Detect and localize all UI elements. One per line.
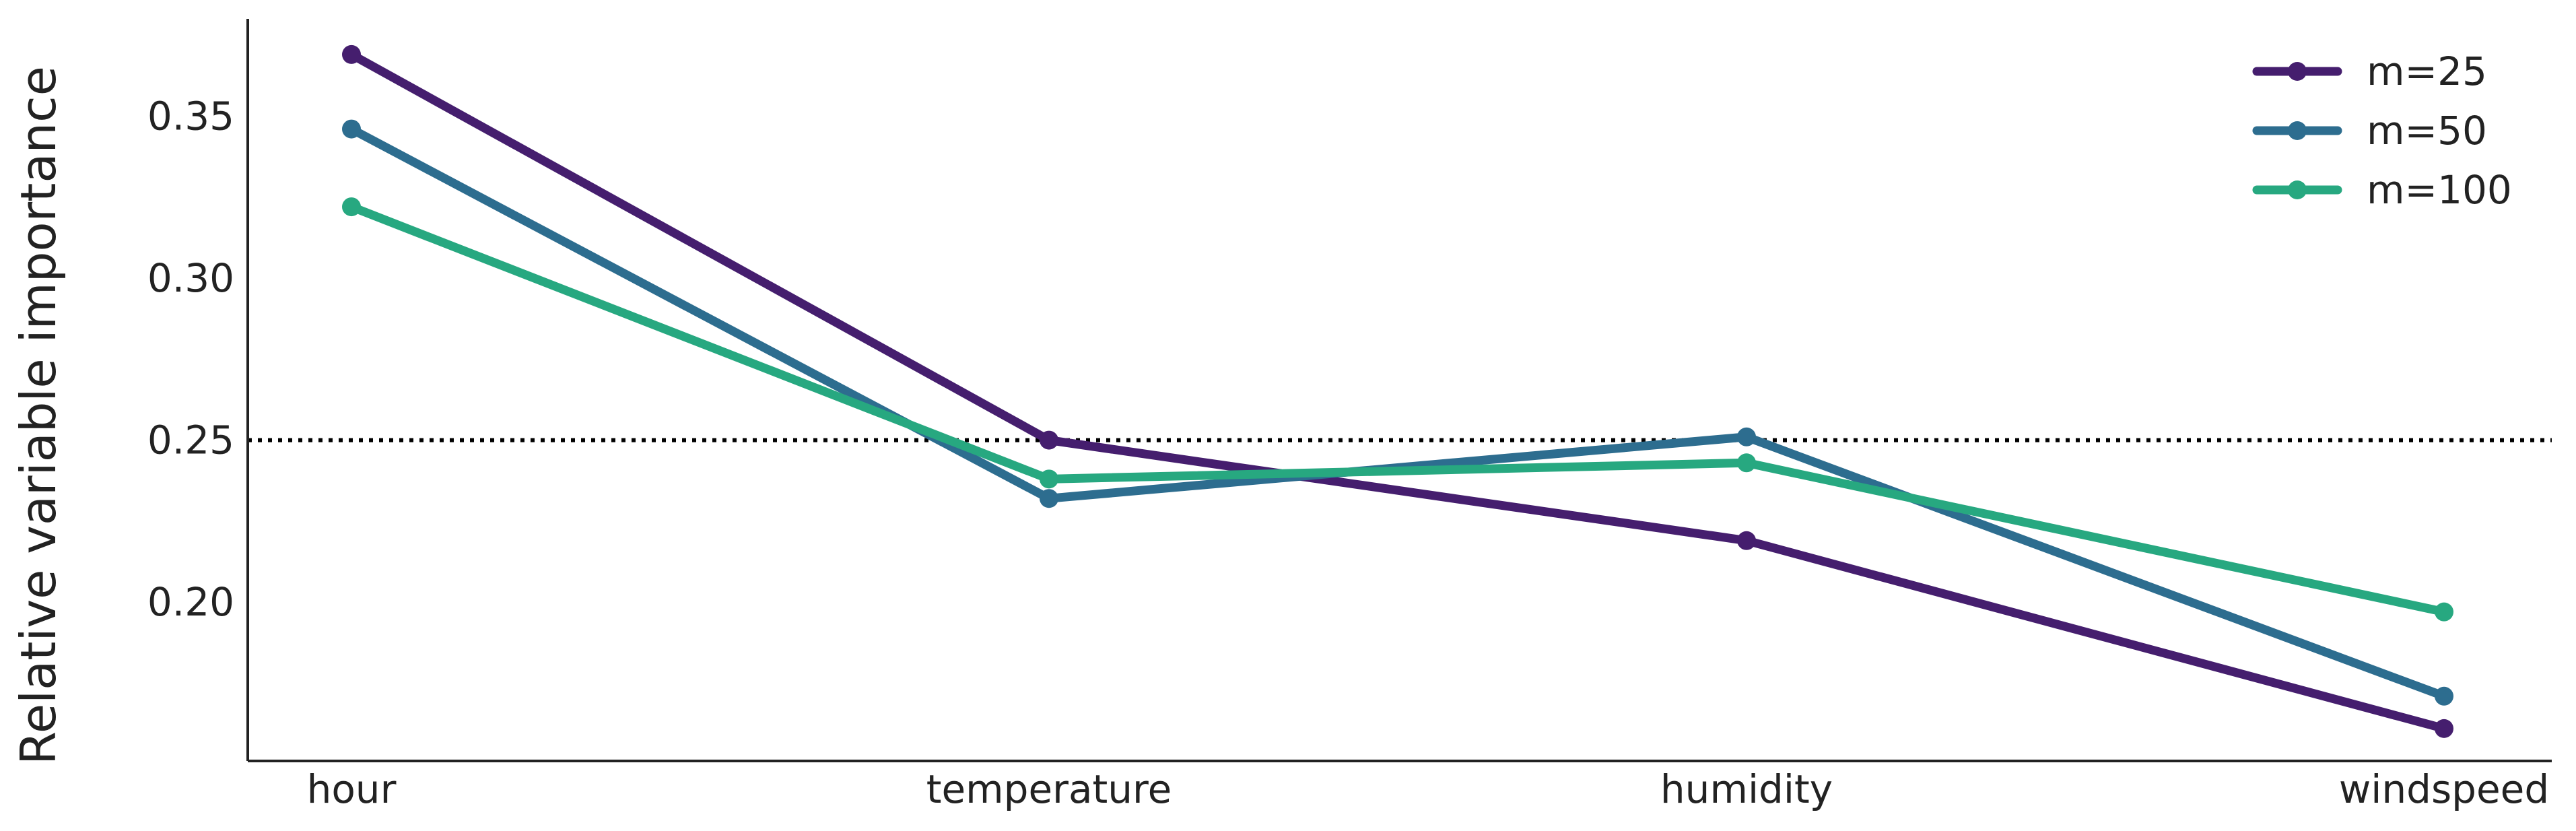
axes-layer [246, 19, 2552, 762]
data-point [2435, 602, 2453, 622]
legend-label: m=25 [2367, 48, 2487, 94]
legend-label: m=100 [2367, 167, 2512, 213]
y-tick-label: 0.30 [147, 255, 234, 301]
data-point [1040, 430, 1058, 450]
series-line [347, 202, 2449, 617]
legend-swatch-marker [2288, 180, 2307, 199]
data-point [2435, 719, 2453, 738]
x-tick-label: humidity [1660, 766, 1833, 812]
data-point [342, 197, 361, 217]
legend-swatch-marker [2288, 121, 2307, 140]
legend-entry: m=25 [2252, 48, 2487, 94]
data-point [1737, 531, 1756, 550]
legend-entry: m=100 [2252, 167, 2512, 213]
data-point [1737, 427, 1756, 446]
data-point [1040, 489, 1058, 508]
y-tick-label: 0.35 [147, 93, 234, 139]
legend-entry: m=50 [2252, 108, 2487, 154]
x-tick-label: windspeed [2339, 766, 2549, 812]
series-3 [342, 197, 2453, 622]
y-tick-label: 0.20 [147, 579, 234, 625]
x-tick-label: temperature [926, 766, 1172, 812]
tick-label-layer: 0.20 0.25 0.30 0.35 hour temperature humidity w… [147, 93, 2549, 812]
series-2 [342, 119, 2453, 706]
series-1 [342, 44, 2453, 738]
y-tick-label: 0.25 [147, 418, 234, 463]
data-point [1040, 469, 1058, 489]
x-tick-label: hour [307, 766, 397, 812]
data-point [1737, 453, 1756, 473]
data-point [342, 119, 361, 139]
series-layer [342, 44, 2453, 738]
y-axis-label: Relative variable importance [10, 66, 67, 765]
legend-label: m=50 [2367, 108, 2487, 154]
data-point [2435, 686, 2453, 706]
legend-swatch-marker [2288, 62, 2307, 81]
legend: m=25 m=50 m=100 [2252, 48, 2512, 213]
data-point [342, 44, 361, 64]
series-line [347, 50, 2449, 733]
series-line [347, 125, 2449, 701]
